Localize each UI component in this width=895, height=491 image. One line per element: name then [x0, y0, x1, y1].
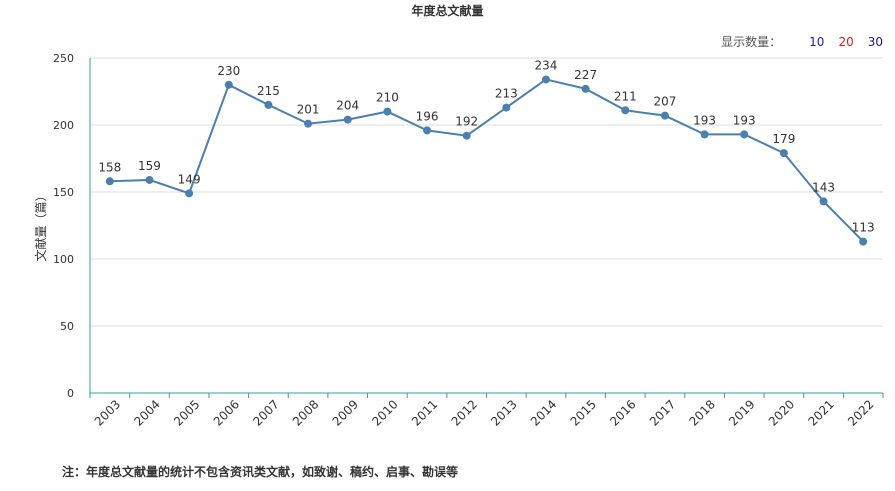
data-point — [700, 130, 709, 139]
y-tick-label: 200 — [53, 119, 74, 132]
x-tick-label: 2017 — [647, 397, 678, 428]
y-tick-label: 0 — [67, 387, 74, 400]
data-point — [224, 80, 233, 89]
x-tick-label: 2013 — [488, 397, 519, 428]
data-point — [740, 130, 749, 139]
data-label: 143 — [812, 180, 835, 194]
x-tick-label: 2018 — [687, 397, 718, 428]
x-tick-label: 2014 — [528, 397, 559, 428]
data-label: 215 — [257, 84, 280, 98]
data-label: 234 — [535, 58, 558, 72]
x-tick-label: 2006 — [211, 397, 242, 428]
y-tick-label: 100 — [53, 253, 74, 266]
data-point — [779, 149, 788, 158]
data-point — [145, 175, 154, 184]
footnote: 注：年度总文献量的统计不包含资讯类文献，如致谢、稿约、启事、勘误等 — [62, 465, 459, 479]
data-point — [304, 119, 313, 128]
display-count-selector: 显示数量： 10 20 30 — [721, 33, 883, 50]
x-tick-label: 2020 — [766, 397, 797, 428]
x-tick-label: 2004 — [131, 397, 162, 428]
data-point — [502, 103, 511, 112]
x-tick-label: 2021 — [805, 397, 836, 428]
data-label: 159 — [138, 159, 161, 173]
data-label: 196 — [416, 109, 439, 123]
y-tick-label: 50 — [60, 320, 74, 333]
data-label: 192 — [455, 115, 478, 129]
data-point — [581, 84, 590, 93]
x-tick-label: 2010 — [369, 397, 400, 428]
x-tick-label: 2019 — [726, 397, 757, 428]
x-tick-label: 2003 — [92, 397, 123, 428]
data-label: 179 — [772, 132, 795, 146]
x-tick-label: 2009 — [330, 397, 361, 428]
data-point — [859, 237, 868, 246]
display-count-option-10[interactable]: 10 — [809, 34, 825, 49]
data-label: 158 — [98, 160, 121, 174]
data-point — [819, 197, 828, 206]
data-label: 113 — [852, 221, 875, 235]
display-count-label: 显示数量： — [721, 35, 782, 49]
data-label: 213 — [495, 87, 518, 101]
x-tick-label: 2008 — [290, 397, 321, 428]
y-tick-label: 250 — [53, 52, 74, 65]
data-label: 193 — [693, 113, 716, 127]
y-axis-title: 文献量（篇） — [33, 189, 48, 261]
data-point — [621, 106, 630, 115]
x-tick-label: 2022 — [845, 397, 876, 428]
data-label: 201 — [297, 103, 320, 117]
display-count-option-20[interactable]: 20 — [838, 34, 854, 49]
data-point — [185, 189, 194, 198]
data-point — [264, 100, 273, 109]
data-label: 211 — [614, 89, 637, 103]
display-count-option-30[interactable]: 30 — [867, 34, 883, 49]
data-point — [343, 115, 352, 124]
data-label: 230 — [217, 64, 240, 78]
data-point — [541, 75, 550, 84]
data-point — [383, 107, 392, 116]
data-label: 210 — [376, 91, 399, 105]
x-tick-label: 2012 — [449, 397, 480, 428]
y-tick-label: 150 — [53, 186, 74, 199]
data-label: 207 — [653, 95, 676, 109]
data-label: 149 — [178, 172, 201, 186]
data-label: 204 — [336, 99, 359, 113]
chart-title: 年度总文献量 — [411, 4, 484, 18]
data-point — [660, 111, 669, 120]
data-point — [105, 177, 114, 186]
data-label: 193 — [733, 113, 756, 127]
data-point — [462, 131, 471, 140]
x-tick-label: 2007 — [250, 397, 281, 428]
x-tick-label: 2015 — [568, 397, 599, 428]
x-tick-label: 2016 — [607, 397, 638, 428]
data-point — [423, 126, 432, 135]
x-tick-label: 2011 — [409, 397, 440, 428]
x-tick-label: 2005 — [171, 397, 202, 428]
series-line — [109, 78, 864, 243]
data-label: 227 — [574, 68, 597, 82]
